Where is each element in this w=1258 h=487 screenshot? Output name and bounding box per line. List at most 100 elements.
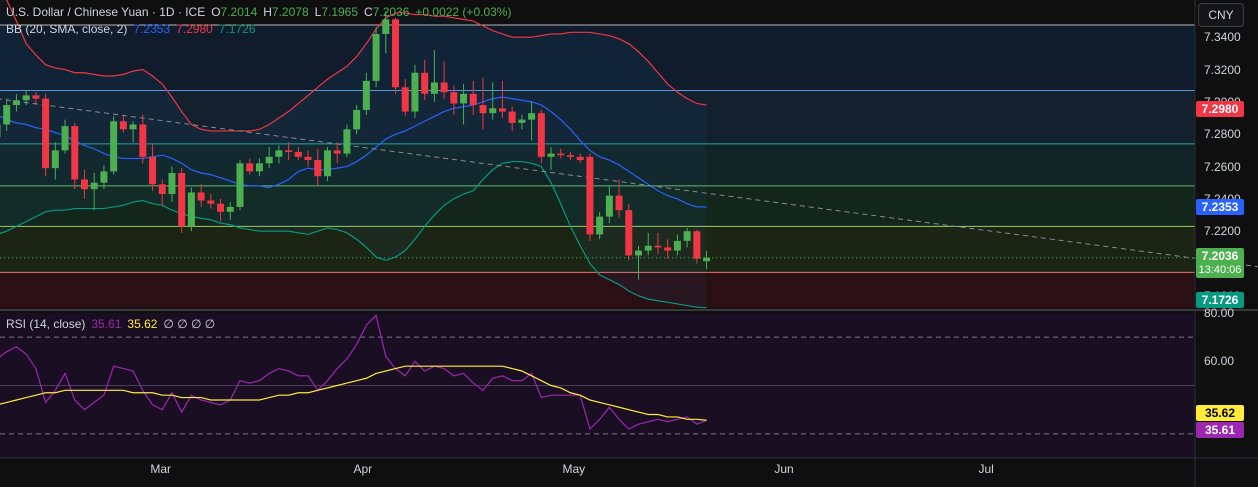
rsi-ma-tag: 35.62 — [1196, 405, 1244, 421]
basis-tag: 7.2353 — [1196, 199, 1244, 215]
candle-body — [90, 182, 98, 190]
candle-body — [323, 150, 331, 177]
candle-body — [129, 124, 137, 130]
currency-button[interactable]: CNY — [1198, 3, 1244, 27]
candle-body — [693, 231, 701, 259]
candle-body — [275, 150, 283, 157]
candle-body — [664, 247, 672, 251]
candle-body — [703, 257, 711, 262]
candle-body — [61, 126, 69, 151]
candle-body — [71, 126, 79, 180]
candle-body — [178, 172, 186, 227]
candle-body — [596, 216, 604, 235]
candle-body — [401, 87, 409, 112]
rsi-legend[interactable]: RSI (14, close) 35.61 35.62 ∅ ∅ ∅ ∅ — [6, 317, 215, 331]
candle-body — [430, 82, 438, 94]
rsi-ma-value: 35.62 — [127, 317, 158, 331]
bb-lower-line — [0, 161, 707, 309]
bb-basis-value: 7.2353 — [133, 22, 171, 36]
high-value: 7.2078 — [271, 5, 309, 19]
price-tick-label: 7.2200 — [1204, 224, 1241, 239]
price-tick-label: 7.3400 — [1204, 30, 1241, 45]
bb-lower-value: 7.1726 — [218, 22, 256, 36]
candle-body — [557, 153, 565, 156]
candle-body — [255, 163, 263, 172]
candle-body — [139, 124, 147, 157]
candle-body — [265, 156, 273, 164]
high-label: H — [263, 5, 272, 19]
candle-body — [479, 105, 487, 114]
bb-label: BB (20, SMA, close, 2) — [6, 22, 128, 36]
candle-body — [314, 160, 322, 177]
candle-body — [110, 121, 118, 172]
candle-body — [547, 153, 555, 157]
candle-body — [207, 200, 215, 204]
candle-body — [197, 192, 205, 201]
candle-body — [42, 98, 50, 169]
last-price-tag: 7.2036 13:40:06 — [1196, 248, 1244, 278]
close-value: 7.2036 — [372, 5, 410, 19]
candle-body — [654, 245, 662, 248]
candle-body — [508, 111, 516, 123]
lower-band-tag: 7.1726 — [1196, 292, 1244, 308]
candle-body — [635, 250, 643, 256]
candle-body — [168, 172, 176, 195]
price-zone — [0, 272, 1195, 308]
open-label: O — [211, 5, 221, 19]
time-tick-label: Apr — [353, 462, 373, 476]
symbol-title: U.S. Dollar / Chinese Yuan · 1D · ICE — [6, 5, 206, 19]
candle-body — [246, 163, 254, 172]
candle-body — [80, 179, 88, 190]
candle-body — [236, 163, 244, 207]
candle-body — [411, 72, 419, 112]
rsi-extra: ∅ ∅ ∅ ∅ — [163, 317, 216, 331]
candle-body — [149, 156, 157, 185]
candle-body — [528, 113, 536, 120]
rsi-label: RSI (14, close) — [6, 317, 86, 331]
change-value: +0.0022 (+0.03%) — [415, 5, 512, 19]
time-tick-label: May — [562, 462, 586, 476]
candle-body — [450, 92, 458, 104]
last-price-value: 7.2036 — [1201, 249, 1239, 263]
rsi-value: 35.61 — [91, 317, 122, 331]
time-tick-label: Jul — [978, 462, 994, 476]
candle-body — [673, 240, 681, 251]
candle-body — [32, 95, 40, 99]
rsi-ma-line — [0, 365, 707, 421]
candle-body — [566, 155, 574, 157]
candle-body — [460, 93, 468, 104]
rsi-tick-label: 80.00 — [1204, 306, 1235, 320]
candle-body — [226, 206, 234, 212]
candle-body — [498, 108, 506, 112]
bb-legend[interactable]: BB (20, SMA, close, 2) 7.2353 7.2980 7.1… — [6, 22, 256, 36]
price-zone — [0, 90, 1195, 144]
time-tick-label: Jun — [774, 462, 794, 476]
candle-body — [158, 184, 166, 195]
price-tick-label: 7.2800 — [1204, 127, 1241, 142]
bb-fill — [0, 0, 707, 308]
candle-body — [392, 19, 400, 88]
candle-body — [372, 33, 380, 81]
candle-body — [100, 171, 108, 183]
candle-body — [576, 156, 584, 161]
candle-body — [3, 105, 11, 125]
candle-body — [605, 195, 613, 217]
candle-body — [537, 113, 545, 157]
price-tick-label: 7.3200 — [1204, 62, 1241, 77]
bb-upper-line — [5, 0, 707, 132]
candle-body — [294, 151, 302, 157]
candle-body — [217, 203, 225, 212]
zone-top — [0, 25, 1195, 91]
candle-body — [285, 150, 293, 152]
bb-upper-value: 7.2980 — [176, 22, 213, 36]
price-tick-label: 7.2600 — [1204, 159, 1241, 174]
candle-body — [518, 119, 526, 123]
candle-body — [304, 156, 312, 161]
candle-body — [22, 95, 30, 101]
candle-body — [119, 121, 127, 130]
upper-band-tag: 7.2980 — [1196, 101, 1244, 117]
candle-body — [382, 19, 390, 34]
candle-body — [51, 150, 59, 169]
candle-body — [625, 210, 633, 256]
